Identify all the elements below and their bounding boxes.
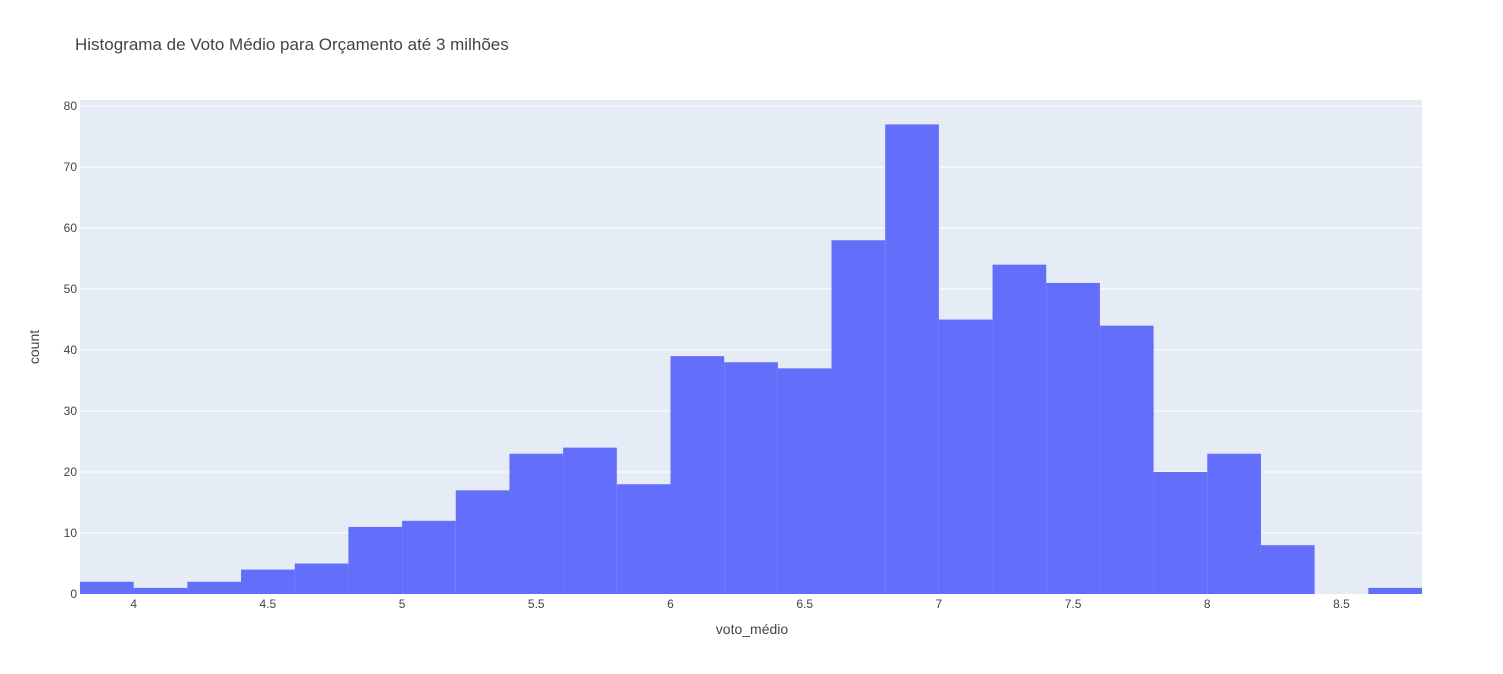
histogram-bar[interactable] bbox=[1368, 587, 1422, 594]
y-tick-label: 80 bbox=[64, 99, 78, 113]
y-tick-label: 60 bbox=[64, 221, 78, 235]
y-tick-label: 10 bbox=[64, 526, 78, 540]
histogram-bar[interactable] bbox=[1207, 453, 1261, 594]
histogram-bar[interactable] bbox=[670, 356, 725, 594]
y-tick-label: 40 bbox=[64, 343, 78, 357]
x-tick-label: 7.5 bbox=[1065, 597, 1082, 611]
x-axis-title: voto_médio bbox=[716, 621, 789, 637]
y-tick-label: 0 bbox=[70, 587, 77, 601]
x-tick-label: 8 bbox=[1204, 597, 1211, 611]
x-tick-label: 5.5 bbox=[528, 597, 545, 611]
y-tick-label: 30 bbox=[64, 404, 78, 418]
histogram-bar[interactable] bbox=[80, 581, 134, 594]
histogram-bar[interactable] bbox=[1260, 545, 1315, 594]
y-tick-label: 50 bbox=[64, 282, 78, 296]
x-axis-ticks: 4 4.5 5 5.5 6 6.5 7 7.5 8 8.5 bbox=[130, 597, 1350, 611]
x-tick-label: 6.5 bbox=[796, 597, 813, 611]
histogram-bar[interactable] bbox=[187, 581, 242, 594]
histogram-bar[interactable] bbox=[1153, 472, 1208, 594]
histogram-bar[interactable] bbox=[992, 264, 1047, 594]
y-tick-label: 70 bbox=[64, 160, 78, 174]
histogram-bar[interactable] bbox=[563, 447, 617, 594]
y-axis-ticks: 0 10 20 30 40 50 60 70 80 bbox=[64, 99, 78, 601]
histogram-bar[interactable] bbox=[509, 453, 564, 594]
y-axis-title: count bbox=[26, 330, 42, 364]
histogram-bar[interactable] bbox=[133, 587, 188, 594]
x-tick-label: 7 bbox=[936, 597, 943, 611]
x-tick-label: 5 bbox=[399, 597, 406, 611]
histogram-bar[interactable] bbox=[402, 520, 456, 594]
x-tick-label: 4 bbox=[130, 597, 137, 611]
x-tick-label: 8.5 bbox=[1333, 597, 1350, 611]
histogram-bar[interactable] bbox=[294, 563, 349, 594]
histogram-bar[interactable] bbox=[241, 569, 295, 594]
histogram-bar[interactable] bbox=[831, 240, 886, 594]
histogram-bar[interactable] bbox=[777, 368, 832, 594]
x-tick-label: 6 bbox=[667, 597, 674, 611]
histogram-bar[interactable] bbox=[724, 362, 778, 594]
histogram-bar[interactable] bbox=[938, 319, 993, 594]
histogram-bar[interactable] bbox=[348, 526, 403, 594]
histogram-bar[interactable] bbox=[616, 484, 671, 594]
histogram-bars bbox=[80, 124, 1422, 594]
y-tick-label: 20 bbox=[64, 465, 78, 479]
histogram-bar[interactable] bbox=[1099, 325, 1154, 594]
histogram-bar[interactable] bbox=[1046, 282, 1100, 594]
histogram-bar[interactable] bbox=[885, 124, 939, 594]
chart-title: Histograma de Voto Médio para Orçamento … bbox=[75, 35, 509, 54]
histogram-bar[interactable] bbox=[455, 490, 510, 594]
x-tick-label: 4.5 bbox=[260, 597, 277, 611]
